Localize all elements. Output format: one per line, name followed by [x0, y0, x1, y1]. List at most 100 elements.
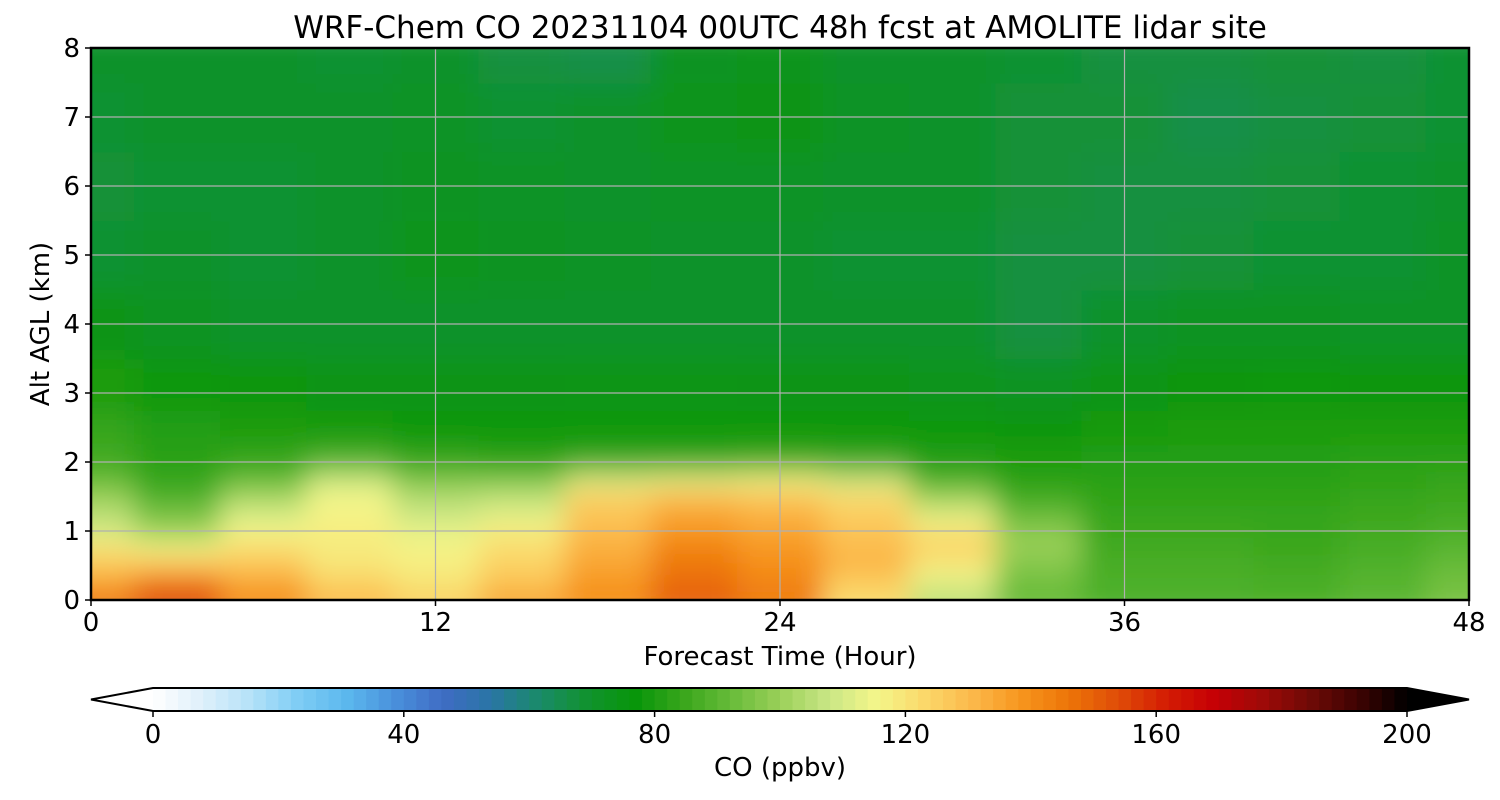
colorbar-segment	[729, 688, 743, 711]
y-tick-label: 7	[63, 103, 80, 133]
heatmap-cell	[478, 444, 566, 472]
y-tick-label: 2	[63, 448, 80, 478]
heatmap-cell	[564, 487, 652, 506]
heatmap-cell	[1167, 487, 1255, 506]
colorbar-segment	[780, 688, 794, 711]
colorbar-segment	[1218, 688, 1233, 711]
colorbar-segment	[943, 688, 957, 711]
heatmap-cell	[1167, 410, 1255, 446]
colorbar-segment	[1281, 688, 1295, 711]
heatmap-cell	[220, 48, 308, 84]
colorbar-tick-label: 160	[1131, 720, 1181, 750]
heatmap-cell	[823, 444, 910, 472]
heatmap-cell	[306, 487, 394, 506]
colorbar-segment	[253, 688, 267, 711]
colorbar-segment	[1168, 688, 1182, 711]
heatmap-cell	[478, 539, 566, 558]
colorbar-segment	[1256, 688, 1270, 711]
heatmap-cell	[306, 505, 394, 524]
colorbar-extend-high	[1407, 688, 1469, 711]
colorbar-segment	[805, 688, 819, 711]
heatmap-cell	[220, 358, 308, 412]
heatmap-cell	[134, 48, 221, 84]
colorbar-segment	[1043, 688, 1057, 711]
colorbar-segment	[917, 688, 932, 711]
colorbar-segment	[1106, 688, 1120, 711]
colorbar-segment	[1068, 688, 1082, 711]
heatmap-cell	[909, 574, 997, 593]
colorbar-segment	[190, 688, 204, 711]
heatmap-cell	[823, 487, 910, 506]
heatmap-cell	[995, 358, 1083, 412]
heatmap-cell	[909, 556, 997, 575]
colorbar-segment	[378, 688, 392, 711]
heatmap-cell	[995, 539, 1083, 558]
heatmap-cell	[823, 410, 910, 446]
heatmap-cell	[650, 591, 738, 600]
heatmap-cell	[995, 556, 1083, 575]
heatmap-cell	[909, 487, 997, 506]
heatmap-cell	[1253, 358, 1341, 412]
colorbar-segment	[629, 688, 643, 711]
colorbar-segment	[316, 688, 330, 711]
heatmap-cell	[564, 470, 652, 489]
heatmap-cell	[1425, 410, 1469, 446]
colorbar: 0 40 80 120 160 200	[90, 687, 1470, 750]
heatmap-cell	[650, 539, 738, 558]
y-axis-ticks: 0 1 2 3 4 5 6 7 8	[63, 34, 91, 616]
heatmap-cell	[650, 574, 738, 593]
colorbar-segment	[265, 688, 279, 711]
colorbar-segment	[566, 688, 580, 711]
heatmap-cell	[909, 591, 997, 600]
heatmap-cell	[1167, 470, 1255, 489]
colorbar-segment	[955, 688, 969, 711]
chart-title: WRF-Chem CO 20231104 00UTC 48h fcst at A…	[293, 10, 1267, 46]
colorbar-segment	[692, 688, 706, 711]
heatmap-cell	[1339, 556, 1427, 575]
x-tick-label: 12	[419, 608, 452, 638]
colorbar-segment	[1030, 688, 1044, 711]
heatmap-cell	[823, 574, 910, 593]
heatmap-cell	[823, 470, 910, 489]
heatmap-cell	[478, 358, 566, 412]
heatmap-cell	[478, 556, 566, 575]
colorbar-segment	[792, 688, 806, 711]
heatmap-cell	[823, 358, 910, 412]
colorbar-segment	[228, 688, 242, 711]
colorbar-segment	[830, 688, 844, 711]
heatmap-cell	[650, 470, 738, 489]
colorbar-segment	[1206, 688, 1220, 711]
y-tick-label: 4	[63, 310, 80, 340]
colorbar-tick-label: 0	[145, 720, 162, 750]
heatmap-cell	[91, 556, 135, 575]
heatmap-cell	[134, 470, 221, 489]
colorbar-segment	[529, 688, 543, 711]
heatmap-cell	[1339, 410, 1427, 446]
colorbar-segment	[491, 688, 505, 711]
heatmap-cell	[1167, 574, 1255, 593]
x-tick-label: 24	[763, 608, 796, 638]
heatmap-cell	[220, 505, 308, 524]
heatmap-cell	[1339, 48, 1427, 84]
heatmap-cell	[564, 505, 652, 524]
heatmap-cell	[995, 48, 1083, 84]
colorbar-segment	[1005, 688, 1019, 711]
colorbar-segment	[1369, 688, 1383, 711]
colorbar-segment	[1306, 688, 1320, 711]
heatmap-cell	[564, 444, 652, 472]
heatmap-cell	[650, 358, 738, 412]
heatmap-cell	[478, 470, 566, 489]
colorbar-segment	[993, 688, 1007, 711]
heatmap-cell	[909, 470, 997, 489]
heatmap-cell	[306, 539, 394, 558]
heatmap-cell	[220, 539, 308, 558]
heatmap-cell	[1425, 487, 1469, 506]
colorbar-segment	[867, 688, 881, 711]
colorbar-segment	[403, 688, 417, 711]
colorbar-segment	[504, 688, 518, 711]
x-tick-label: 48	[1452, 608, 1485, 638]
y-tick-label: 3	[63, 379, 80, 409]
heatmap-cell	[91, 505, 135, 524]
colorbar-segments	[153, 688, 1408, 711]
heatmap-field	[91, 48, 1469, 600]
